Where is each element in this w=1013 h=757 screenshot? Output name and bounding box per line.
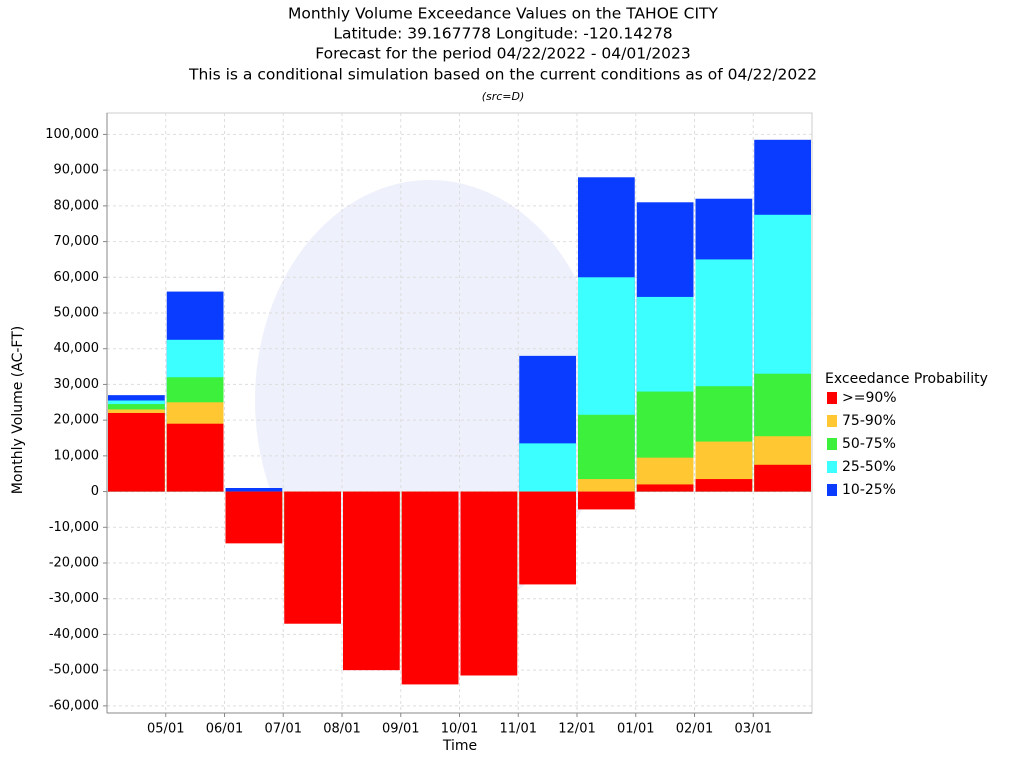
subtitle: This is a conditional simulation based o…	[188, 66, 817, 84]
y-tick-label: 90,000	[54, 163, 100, 178]
x-tick-label: 08/01	[323, 722, 360, 737]
bar	[401, 491, 459, 685]
bar	[108, 413, 165, 492]
bar	[225, 491, 283, 544]
legend-swatch	[827, 415, 837, 427]
bar	[284, 491, 341, 624]
y-tick-label: 0	[91, 484, 99, 499]
x-tick-label: 01/01	[617, 722, 654, 737]
bar	[695, 479, 753, 492]
y-tick-label: -30,000	[49, 591, 99, 606]
y-tick-label: 40,000	[54, 341, 100, 356]
legend-swatch	[827, 392, 837, 404]
bar	[519, 491, 576, 585]
legend-label: 50-75%	[842, 436, 896, 452]
legend-label: 25-50%	[842, 459, 896, 475]
x-tick-label: 05/01	[147, 722, 184, 737]
bar	[636, 484, 694, 492]
y-tick-label: 60,000	[54, 270, 100, 285]
x-tick-label: 03/01	[735, 722, 772, 737]
y-tick-label: 30,000	[54, 377, 100, 392]
x-tick-label: 11/01	[500, 722, 537, 737]
x-tick-label: 06/01	[206, 722, 243, 737]
bar	[166, 423, 224, 492]
y-tick-label: 20,000	[54, 413, 100, 428]
bar	[519, 443, 576, 492]
bar	[225, 488, 283, 492]
y-tick-label: 10,000	[54, 448, 100, 463]
legend-label: >=90%	[842, 390, 897, 406]
y-tick-label: 50,000	[54, 306, 100, 321]
legend-swatch	[827, 484, 837, 496]
bar	[460, 491, 518, 676]
bar	[343, 491, 400, 671]
legend-swatch	[827, 461, 837, 473]
source: (src=D)	[482, 90, 525, 103]
x-tick-label: 09/01	[382, 722, 419, 737]
y-axis-label: Monthly Volume (AC-FT)	[10, 326, 26, 494]
y-tick-label: -60,000	[49, 698, 99, 713]
x-tick-label: 02/01	[676, 722, 713, 737]
y-tick-label: -50,000	[49, 663, 99, 678]
subtitle: Forecast for the period 04/22/2022 - 04/…	[315, 45, 691, 63]
x-tick-label: 10/01	[441, 722, 478, 737]
bar	[578, 414, 635, 492]
x-axis-label: Time	[442, 738, 477, 754]
y-tick-label: -10,000	[49, 520, 99, 535]
y-tick-label: 80,000	[54, 198, 100, 213]
y-tick-label: 100,000	[45, 127, 99, 142]
bar	[754, 464, 811, 492]
chart-title: Monthly Volume Exceedance Values on the …	[288, 5, 718, 23]
legend-label: 10-25%	[842, 482, 896, 498]
y-tick-label: -40,000	[49, 627, 99, 642]
y-tick-label: -20,000	[49, 556, 99, 571]
subtitle: Latitude: 39.167778 Longitude: -120.1427…	[333, 25, 672, 43]
bar	[578, 491, 635, 510]
bar	[578, 479, 635, 492]
x-tick-label: 07/01	[265, 722, 302, 737]
legend-label: 75-90%	[842, 413, 896, 429]
legend-swatch	[827, 438, 837, 450]
y-tick-label: 70,000	[54, 234, 100, 249]
legend-title: Exceedance Probability	[825, 371, 988, 387]
x-tick-label: 12/01	[558, 722, 595, 737]
